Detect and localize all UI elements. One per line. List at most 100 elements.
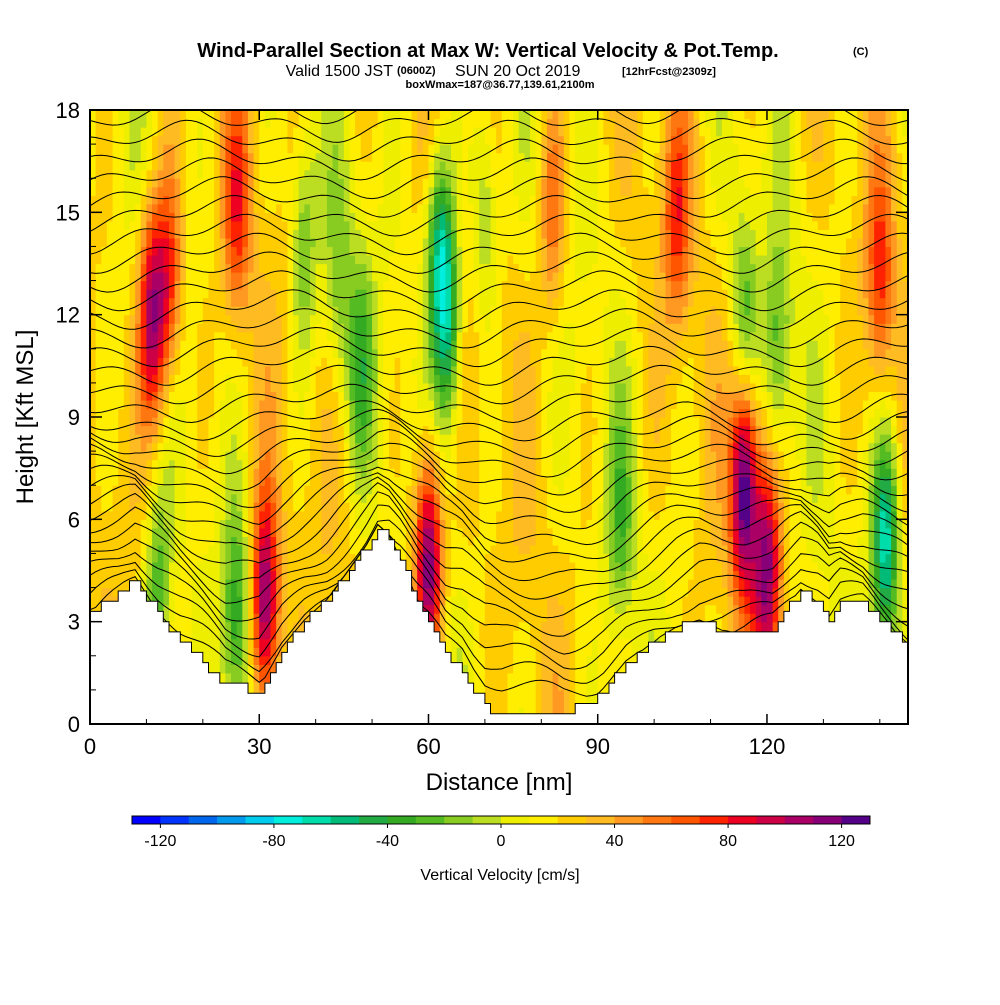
field-cell	[405, 485, 413, 495]
field-cell	[118, 365, 125, 375]
field-cell	[168, 442, 176, 452]
field-cell	[101, 331, 108, 341]
field-cell	[372, 417, 379, 427]
field-cell	[236, 468, 243, 478]
field-cell	[118, 289, 125, 299]
field-cell	[106, 127, 114, 137]
field-cell	[146, 323, 153, 333]
field-cell	[332, 152, 339, 162]
field-cell	[135, 459, 142, 469]
field-cell	[411, 553, 418, 563]
field-cell	[434, 468, 441, 478]
field-cell	[304, 263, 311, 273]
field-cell	[462, 399, 469, 410]
field-cell	[298, 391, 305, 401]
field-cell	[293, 527, 300, 537]
field-cell	[473, 169, 480, 179]
field-cell	[451, 212, 458, 222]
field-cell	[321, 365, 328, 375]
field-cell	[118, 527, 125, 537]
field-cell	[439, 340, 447, 350]
field-cell	[298, 476, 305, 486]
field-cell	[287, 519, 294, 529]
field-cell	[343, 297, 351, 307]
field-cell	[360, 229, 368, 239]
field-cell	[101, 118, 108, 128]
field-cell	[456, 374, 463, 384]
field-cell	[112, 425, 119, 435]
field-cell	[349, 195, 356, 205]
field-cell	[185, 212, 193, 222]
field-cell	[180, 280, 187, 290]
field-cell	[388, 314, 396, 324]
field-cell	[180, 382, 187, 393]
field-cell	[439, 280, 447, 290]
field-cell	[473, 220, 480, 230]
field-cell	[293, 596, 300, 606]
field-cell	[287, 544, 294, 555]
field-cell	[456, 178, 463, 188]
field-cell	[146, 468, 153, 478]
field-cell	[467, 553, 475, 563]
field-cell	[321, 306, 328, 316]
field-cell	[372, 451, 379, 461]
field-cell	[281, 468, 289, 478]
field-cell	[197, 621, 204, 631]
field-cell	[135, 254, 142, 265]
field-cell	[208, 254, 215, 265]
field-cell	[417, 596, 424, 606]
field-cell	[434, 587, 441, 597]
field-cell	[185, 399, 193, 410]
field-cell	[129, 519, 136, 529]
field-cell	[366, 340, 373, 350]
field-cell	[467, 331, 475, 341]
field-cell	[467, 468, 475, 478]
field-cell	[377, 374, 384, 384]
field-cell	[355, 553, 362, 563]
field-cell	[377, 152, 384, 162]
field-cell	[445, 553, 452, 563]
field-cell	[208, 220, 215, 230]
field-cell	[298, 212, 305, 222]
field-cell	[434, 544, 441, 555]
field-cell	[377, 493, 384, 503]
field-cell	[270, 357, 277, 367]
field-cell	[388, 203, 396, 213]
field-cell	[101, 485, 108, 495]
field-cell	[242, 510, 249, 520]
field-cell	[400, 527, 407, 537]
field-cell	[417, 382, 424, 393]
field-cell	[214, 655, 221, 665]
field-cell	[372, 306, 379, 316]
field-cell	[439, 587, 447, 597]
field-cell	[456, 186, 463, 196]
field-cell	[174, 613, 181, 623]
field-cell	[264, 502, 272, 512]
field-cell	[202, 596, 210, 606]
field-cell	[372, 348, 379, 358]
field-cell	[462, 544, 469, 555]
field-cell	[428, 374, 435, 384]
field-cell	[445, 459, 452, 469]
field-cell	[462, 195, 469, 205]
field-cell	[242, 357, 249, 367]
field-cell	[180, 587, 187, 597]
field-cell	[400, 186, 407, 196]
field-cell	[372, 203, 379, 213]
field-cell	[445, 544, 452, 555]
field-cell	[349, 127, 356, 137]
field-cell	[163, 391, 170, 401]
field-cell	[185, 527, 193, 537]
field-cell	[473, 655, 480, 665]
field-cell	[185, 536, 193, 546]
field-cell	[129, 476, 136, 486]
field-cell	[270, 408, 277, 418]
field-cell	[428, 510, 435, 520]
field-cell	[355, 289, 362, 299]
field-cell	[400, 408, 407, 418]
field-cell	[372, 152, 379, 162]
field-cell	[445, 621, 452, 631]
field-cell	[225, 417, 232, 427]
field-cell	[439, 203, 447, 213]
field-cell	[197, 391, 204, 401]
